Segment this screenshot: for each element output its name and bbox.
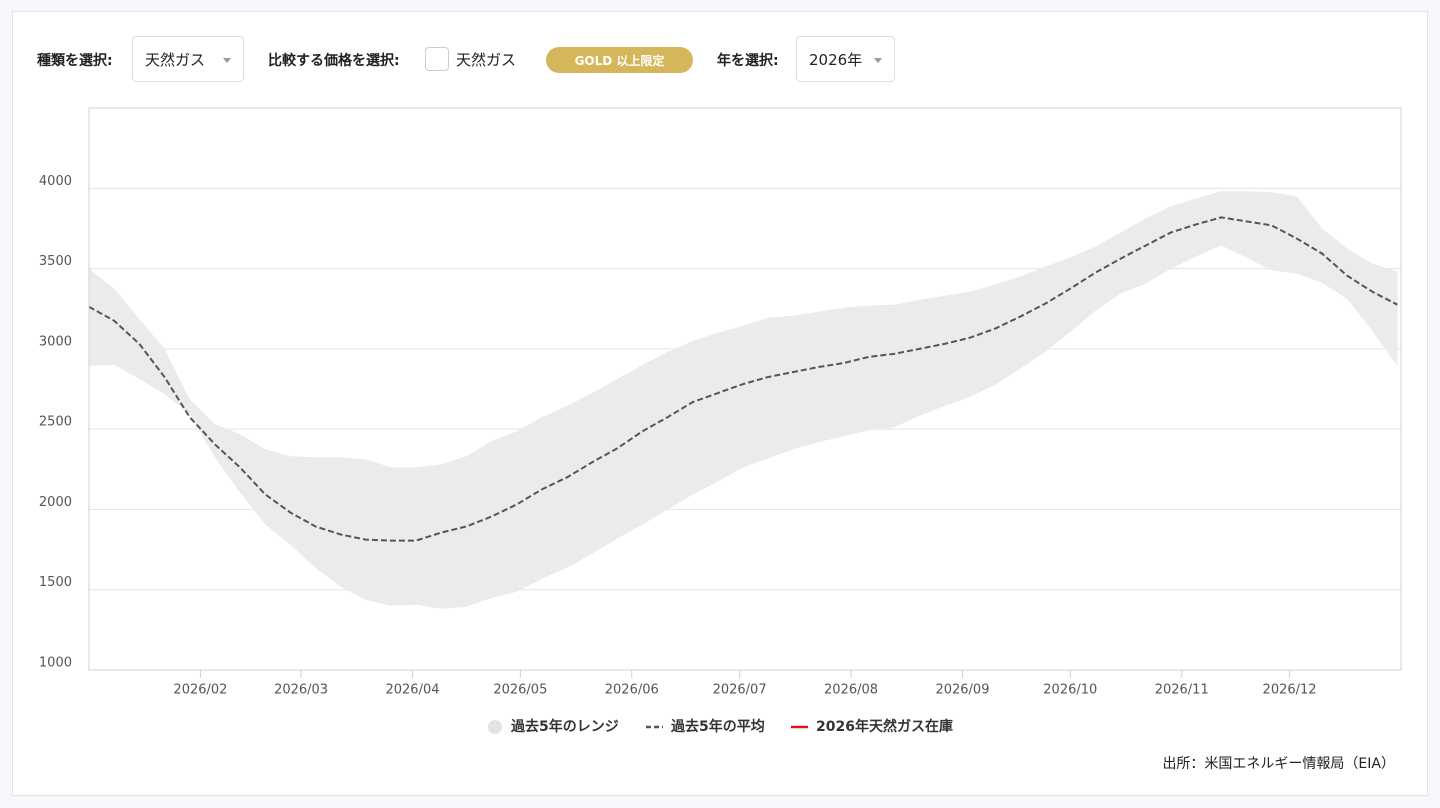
- y-tick-label: 1000: [39, 656, 72, 671]
- type-select[interactable]: 天然ガス: [132, 36, 244, 82]
- y-tick-label: 2500: [39, 415, 72, 430]
- legend-swatch: [488, 720, 502, 734]
- source: 出所：米国エネルギー情報局（EIA）: [1162, 756, 1395, 772]
- range-area: [89, 191, 1398, 609]
- y-tick-label: 2000: [39, 495, 72, 510]
- legend-label: 2026年天然ガス在庫: [816, 718, 953, 735]
- year-select[interactable]: 2026年: [796, 36, 895, 82]
- y-tick-label: 4000: [39, 174, 72, 189]
- x-tick-label: 2026/11: [1155, 683, 1209, 698]
- x-tick-label: 2026/03: [274, 683, 328, 698]
- x-tick-label: 2026/06: [605, 683, 659, 698]
- plot-layer: [88, 187, 1401, 671]
- legend-label: 過去5年のレンジ: [510, 718, 619, 735]
- x-tick-label: 2026/12: [1263, 683, 1317, 698]
- x-tick-label: 2026/04: [385, 683, 439, 698]
- plot-border: [88, 107, 1402, 671]
- series-line: [88, 216, 1398, 542]
- year-label: 年を選択:: [717, 53, 779, 69]
- x-tick-label: 2026/09: [935, 683, 989, 698]
- legend-label: 過去5年の平均: [670, 718, 765, 735]
- y-tick-label: 3000: [39, 334, 72, 349]
- y-tick-label: 1500: [39, 575, 72, 590]
- x-tick-label: 2026/05: [493, 683, 547, 698]
- x-tick-label: 2026/07: [713, 683, 767, 698]
- compare-label: 比較する価格を選択:: [268, 53, 400, 69]
- compare-option[interactable]: 天然ガス: [456, 51, 517, 69]
- gold-badge: GOLD 以上限定: [546, 47, 693, 73]
- y-tick-label: 3500: [39, 254, 72, 269]
- compare-checkbox[interactable]: [425, 47, 449, 71]
- x-tick-label: 2026/02: [173, 683, 227, 698]
- type-label: 種類を選択:: [37, 53, 113, 69]
- x-tick-label: 2026/08: [824, 683, 878, 698]
- x-tick-label: 2026/10: [1043, 683, 1097, 698]
